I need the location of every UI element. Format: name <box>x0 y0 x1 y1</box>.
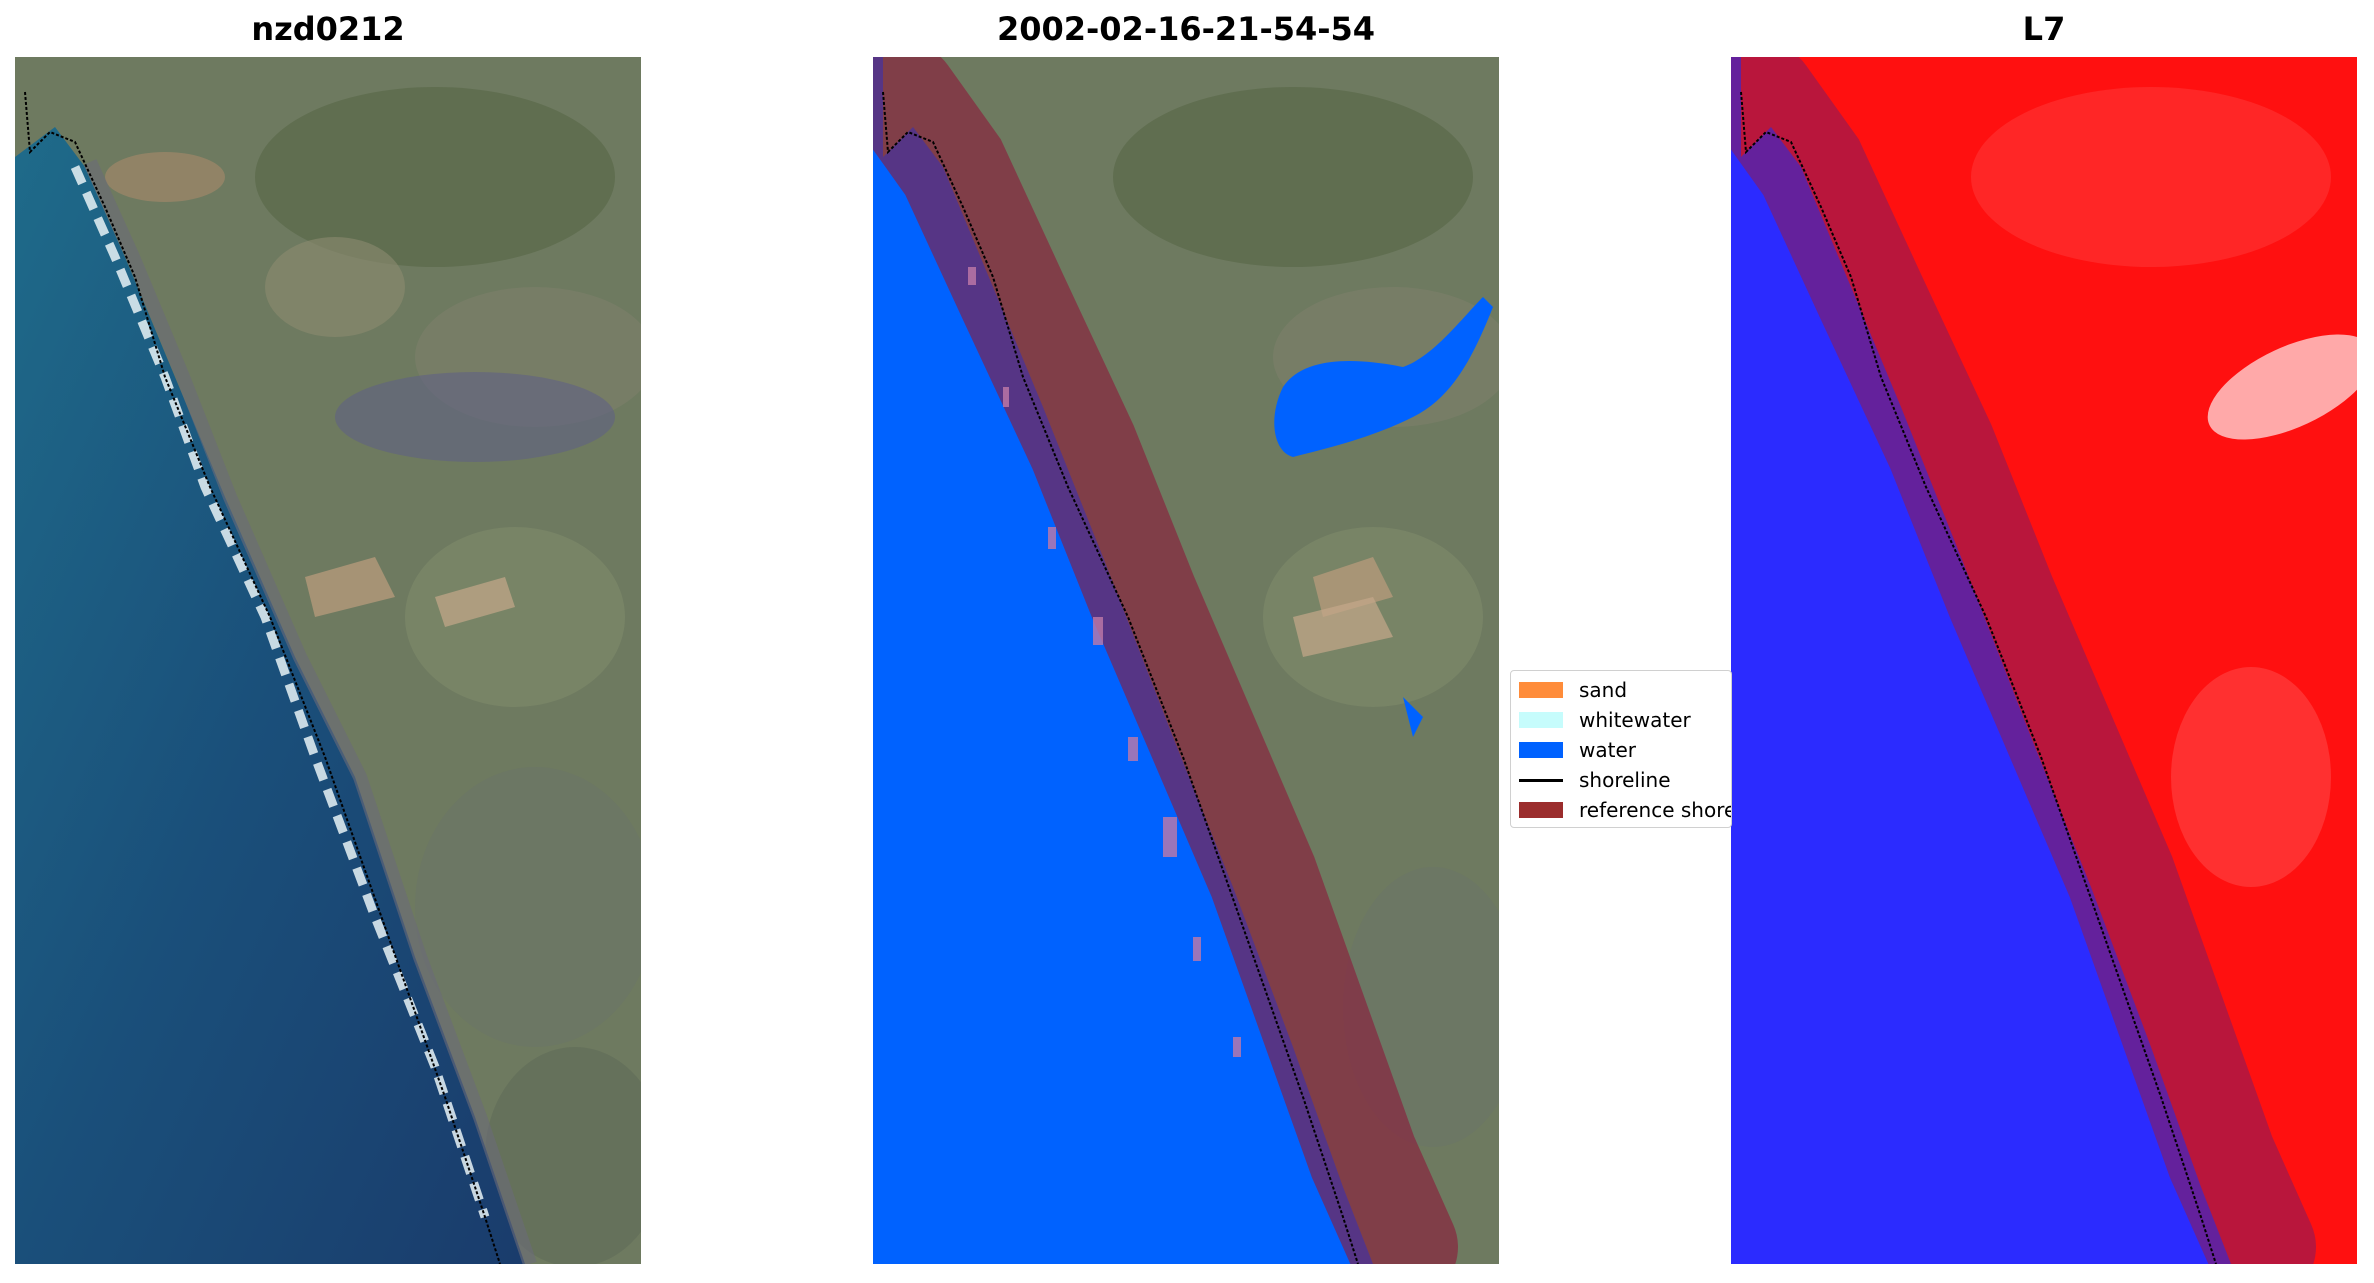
index-image-panel <box>1731 57 2357 1264</box>
legend-item-whitewater: whitewater <box>1519 705 1723 735</box>
classified-image-panel <box>873 57 1499 1264</box>
panel-title-image: nzd0212 <box>251 10 405 48</box>
legend-label: sand <box>1579 678 1628 702</box>
legend-item-reference-shoreline: reference shoreline buffer <box>1519 795 1731 825</box>
shoreline-swatch <box>1519 778 1563 782</box>
legend-item-sand: sand <box>1519 675 1723 705</box>
legend-item-shoreline: shoreline <box>1519 765 1723 795</box>
whitewater-swatch <box>1519 712 1563 728</box>
shoreline-line <box>882 91 1359 1264</box>
rgb-image <box>15 57 641 1264</box>
shoreline-line <box>24 91 501 1264</box>
reference-shoreline-swatch <box>1519 802 1563 818</box>
legend-label: reference shoreline buffer <box>1579 798 1731 822</box>
legend-label: water <box>1579 738 1636 762</box>
legend: sand whitewater water shoreline referenc… <box>1510 670 1732 828</box>
panel-title-satellite: L7 <box>2022 10 2066 48</box>
legend-label: whitewater <box>1579 708 1691 732</box>
sand-swatch <box>1519 682 1563 698</box>
index-image <box>1731 57 2357 1264</box>
panel-title-date: 2002-02-16-21-54-54 <box>996 10 1376 48</box>
rgb-image-panel <box>15 57 641 1264</box>
legend-item-water: water <box>1519 735 1723 765</box>
legend-label: shoreline <box>1579 768 1671 792</box>
shoreline-line <box>1740 91 2217 1264</box>
classified-image <box>873 57 1499 1264</box>
water-swatch <box>1519 742 1563 758</box>
